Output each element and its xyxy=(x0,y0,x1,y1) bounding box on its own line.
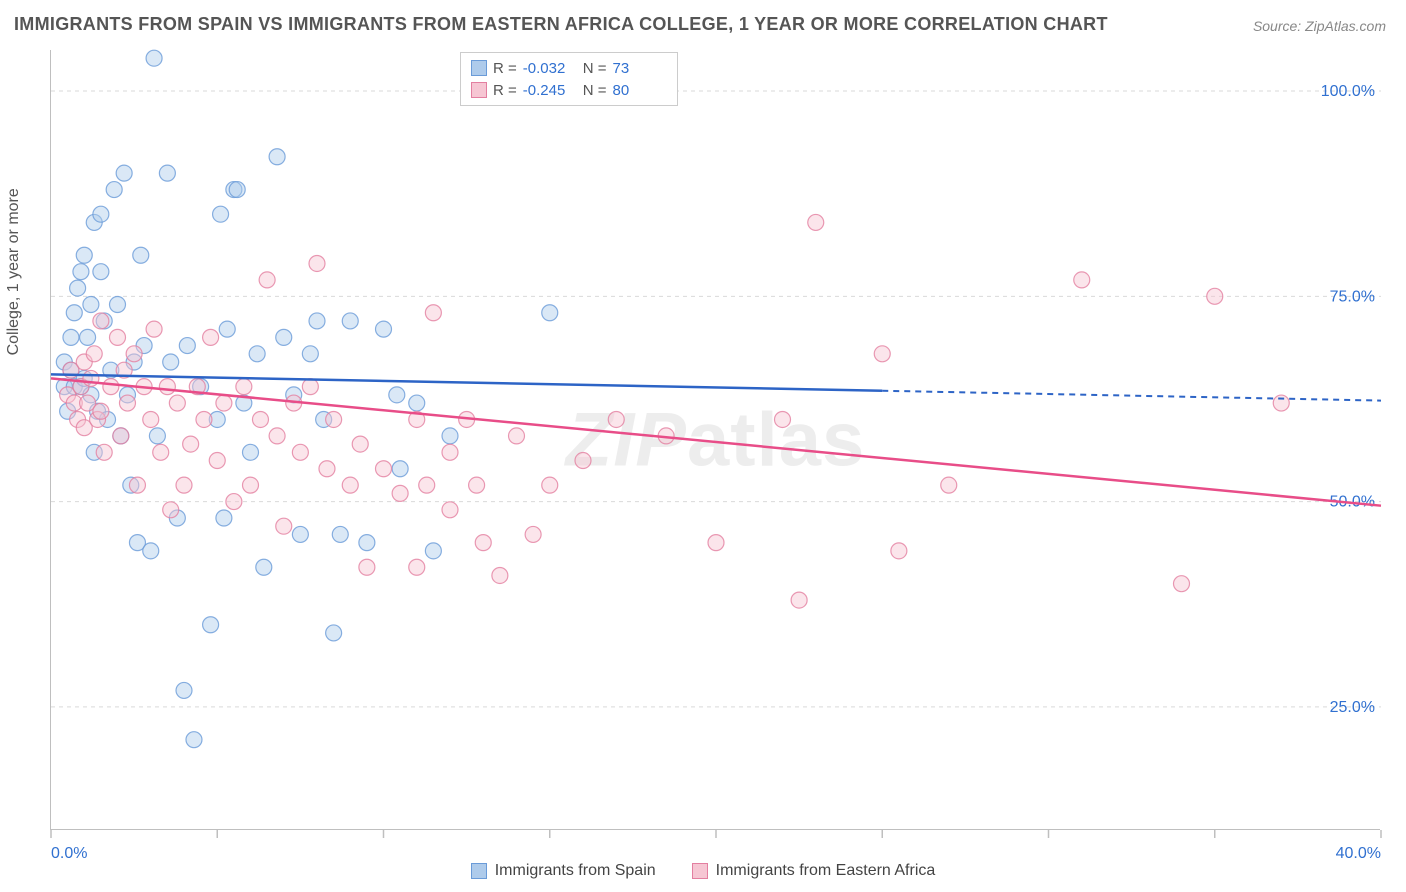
legend-swatch-icon xyxy=(692,863,708,879)
legend-label: Immigrants from Eastern Africa xyxy=(716,862,936,880)
correlation-chart: IMMIGRANTS FROM SPAIN VS IMMIGRANTS FROM… xyxy=(0,0,1406,892)
svg-text:75.0%: 75.0% xyxy=(1330,288,1375,305)
svg-text:100.0%: 100.0% xyxy=(1321,83,1375,100)
legend-stats-row: R = -0.032 N = 73 xyxy=(471,57,667,79)
legend-swatch-icon xyxy=(471,863,487,879)
legend-item: Immigrants from Eastern Africa xyxy=(692,862,936,880)
legend-label: Immigrants from Spain xyxy=(495,862,656,880)
n-value: 73 xyxy=(613,60,667,77)
n-label: N = xyxy=(583,60,607,77)
legend-swatch-icon xyxy=(471,60,487,76)
legend-stats-row: R = -0.245 N = 80 xyxy=(471,79,667,101)
n-value: 80 xyxy=(613,82,667,99)
legend-stats: R = -0.032 N = 73 R = -0.245 N = 80 xyxy=(460,52,678,106)
r-label: R = xyxy=(493,82,517,99)
plot-area: ZIPatlas 25.0%50.0%75.0%100.0%0.0%40.0% xyxy=(50,50,1380,830)
plot-svg: 25.0%50.0%75.0%100.0%0.0%40.0% xyxy=(51,50,1380,829)
chart-title: IMMIGRANTS FROM SPAIN VS IMMIGRANTS FROM… xyxy=(14,14,1108,35)
r-label: R = xyxy=(493,60,517,77)
n-label: N = xyxy=(583,82,607,99)
source-attribution: Source: ZipAtlas.com xyxy=(1253,18,1386,34)
legend-series: Immigrants from Spain Immigrants from Ea… xyxy=(0,862,1406,880)
svg-text:40.0%: 40.0% xyxy=(1336,845,1381,862)
y-axis-label: College, 1 year or more xyxy=(5,188,23,355)
legend-item: Immigrants from Spain xyxy=(471,862,656,880)
svg-text:0.0%: 0.0% xyxy=(51,845,87,862)
r-value: -0.032 xyxy=(523,60,577,77)
legend-swatch-icon xyxy=(471,82,487,98)
r-value: -0.245 xyxy=(523,82,577,99)
svg-text:25.0%: 25.0% xyxy=(1330,699,1375,716)
